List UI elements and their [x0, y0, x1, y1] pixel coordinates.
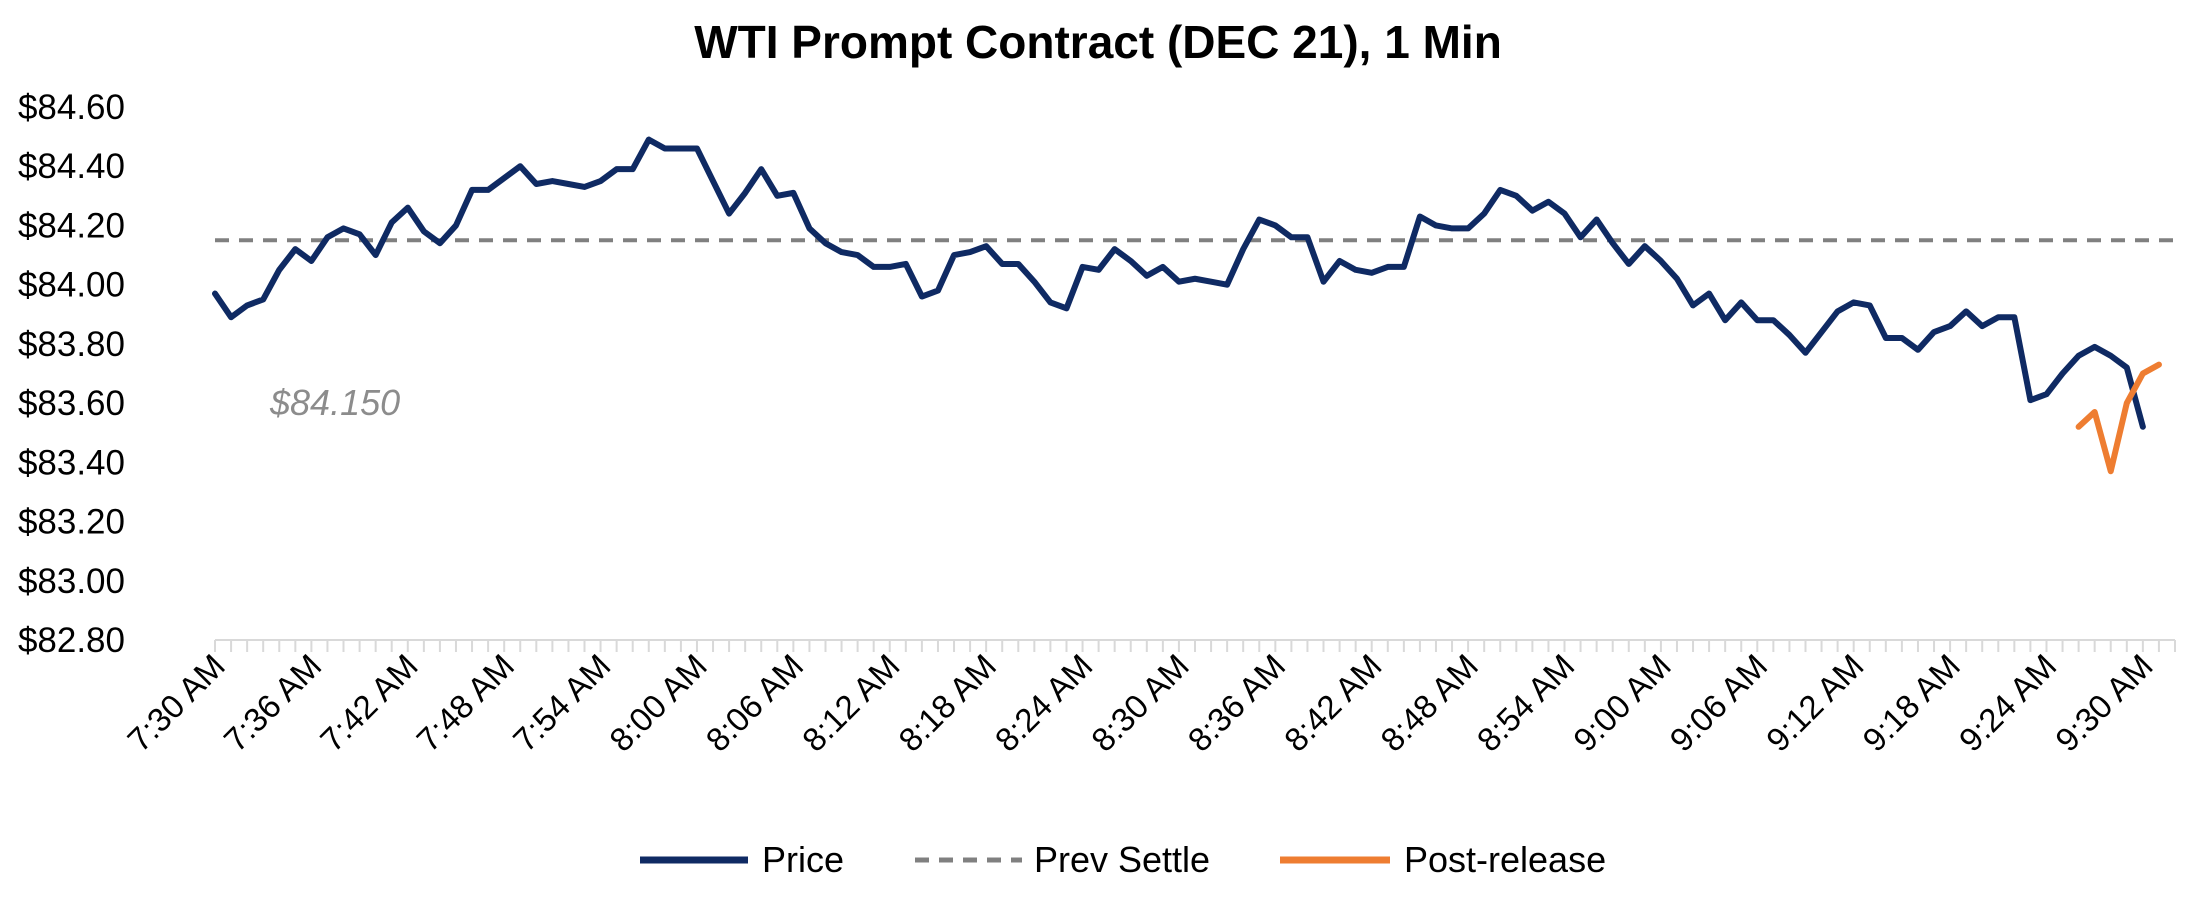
x-axis-tick-marks	[215, 640, 2175, 652]
x-tick-label: 8:00 AM	[602, 647, 714, 759]
y-tick-label: $83.60	[18, 384, 125, 423]
x-tick-label: 8:12 AM	[795, 647, 907, 759]
y-tick-label: $83.00	[18, 562, 125, 601]
y-tick-label: $84.00	[18, 266, 125, 305]
prev-settle-annotation: $84.150	[269, 382, 400, 423]
x-tick-label: 8:54 AM	[1470, 647, 1582, 759]
x-tick-label: 9:12 AM	[1759, 647, 1871, 759]
chart-container: WTI Prompt Contract (DEC 21), 1 Min $84.…	[0, 0, 2196, 900]
x-tick-label: 7:36 AM	[217, 647, 329, 759]
x-tick-label: 7:42 AM	[313, 647, 425, 759]
line-chart: WTI Prompt Contract (DEC 21), 1 Min $84.…	[0, 0, 2196, 900]
x-tick-label: 8:48 AM	[1373, 647, 1485, 759]
x-axis-labels: 7:30 AM7:36 AM7:42 AM7:48 AM7:54 AM8:00 …	[120, 647, 2160, 759]
chart-title: WTI Prompt Contract (DEC 21), 1 Min	[694, 16, 1502, 68]
x-tick-label: 8:06 AM	[699, 647, 811, 759]
post-release-series-line	[2079, 365, 2159, 472]
x-tick-label: 7:54 AM	[506, 647, 618, 759]
legend-label-prev-settle: Prev Settle	[1034, 839, 1210, 880]
x-tick-label: 8:42 AM	[1277, 647, 1389, 759]
y-tick-label: $83.80	[18, 325, 125, 364]
y-tick-label: $84.20	[18, 206, 125, 245]
x-tick-label: 8:30 AM	[1084, 647, 1196, 759]
y-tick-label: $84.60	[18, 88, 125, 127]
x-tick-label: 7:30 AM	[120, 647, 232, 759]
legend-item-price: Price	[640, 839, 844, 880]
x-tick-label: 9:30 AM	[2048, 647, 2160, 759]
y-axis-ticks: $84.60 $84.40 $84.20 $84.00 $83.80 $83.60 $83.…	[18, 88, 125, 660]
legend-label-price: Price	[762, 839, 844, 880]
x-tick-label: 9:24 AM	[1952, 647, 2064, 759]
price-series-line	[215, 140, 2143, 427]
y-tick-label: $83.40	[18, 443, 125, 482]
x-tick-label: 8:36 AM	[1180, 647, 1292, 759]
x-tick-label: 8:18 AM	[891, 647, 1003, 759]
y-tick-label: $83.20	[18, 503, 125, 542]
x-tick-label: 9:00 AM	[1566, 647, 1678, 759]
x-tick-label: 7:48 AM	[409, 647, 521, 759]
legend: Price Prev Settle Post-release	[640, 839, 1606, 880]
legend-item-prev-settle: Prev Settle	[915, 839, 1210, 880]
x-tick-label: 9:06 AM	[1662, 647, 1774, 759]
y-tick-label: $84.40	[18, 147, 125, 186]
legend-item-post-release: Post-release	[1280, 839, 1606, 880]
legend-label-post-release: Post-release	[1404, 839, 1606, 880]
x-tick-label: 9:18 AM	[1855, 647, 1967, 759]
x-tick-label: 8:24 AM	[988, 647, 1100, 759]
y-tick-label: $82.80	[18, 621, 125, 660]
